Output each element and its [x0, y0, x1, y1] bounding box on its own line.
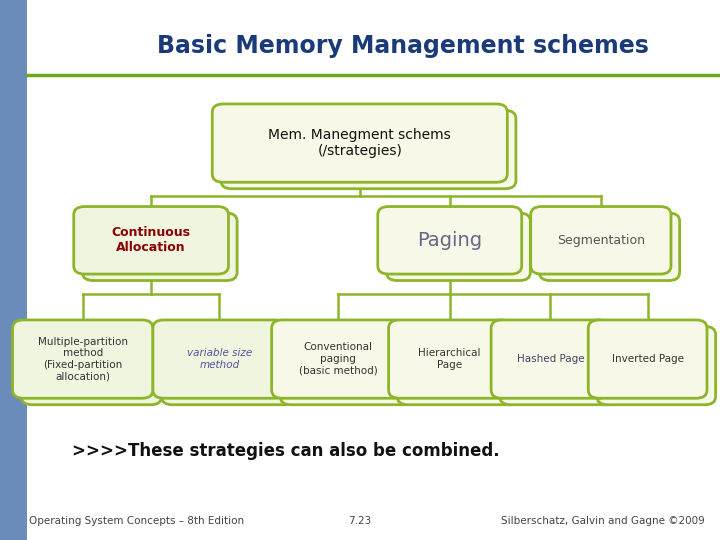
Text: 7.23: 7.23 — [348, 516, 372, 526]
FancyBboxPatch shape — [73, 206, 228, 274]
Text: Mem. Manegment schems
(/strategies): Mem. Manegment schems (/strategies) — [269, 128, 451, 158]
FancyBboxPatch shape — [389, 320, 511, 399]
FancyBboxPatch shape — [397, 326, 520, 405]
Text: Silberschatz, Galvin and Gagne ©2009: Silberschatz, Galvin and Gagne ©2009 — [501, 516, 705, 526]
Text: Inverted Page: Inverted Page — [611, 354, 683, 364]
FancyBboxPatch shape — [271, 320, 405, 399]
Text: Multiple-partition
method
(Fixed-partition
allocation): Multiple-partition method (Fixed-partiti… — [37, 337, 127, 381]
FancyBboxPatch shape — [161, 326, 294, 405]
Bar — [0, 0, 27, 540]
FancyBboxPatch shape — [212, 104, 508, 183]
Text: Segmentation: Segmentation — [557, 234, 645, 247]
FancyBboxPatch shape — [387, 213, 531, 280]
FancyBboxPatch shape — [597, 326, 716, 405]
FancyBboxPatch shape — [280, 326, 413, 405]
FancyBboxPatch shape — [531, 206, 671, 274]
Text: Hashed Page: Hashed Page — [517, 354, 585, 364]
Text: >>>>These strategies can also be combined.: >>>>These strategies can also be combine… — [72, 442, 500, 460]
FancyBboxPatch shape — [12, 320, 153, 399]
FancyBboxPatch shape — [82, 213, 237, 280]
FancyBboxPatch shape — [378, 206, 522, 274]
FancyBboxPatch shape — [21, 326, 161, 405]
Text: Continuous
Allocation: Continuous Allocation — [112, 226, 191, 254]
Text: Hierarchical
Page: Hierarchical Page — [418, 348, 481, 370]
FancyBboxPatch shape — [500, 326, 618, 405]
FancyBboxPatch shape — [588, 320, 707, 399]
FancyBboxPatch shape — [153, 320, 286, 399]
FancyBboxPatch shape — [491, 320, 610, 399]
Text: Paging: Paging — [417, 231, 482, 250]
Text: Operating System Concepts – 8th Edition: Operating System Concepts – 8th Edition — [29, 516, 244, 526]
Text: Basic Memory Management schemes: Basic Memory Management schemes — [157, 34, 649, 58]
FancyBboxPatch shape — [221, 111, 516, 189]
Text: variable size
method: variable size method — [187, 348, 252, 370]
Text: Conventional
paging
(basic method): Conventional paging (basic method) — [299, 342, 377, 376]
FancyBboxPatch shape — [539, 213, 680, 280]
